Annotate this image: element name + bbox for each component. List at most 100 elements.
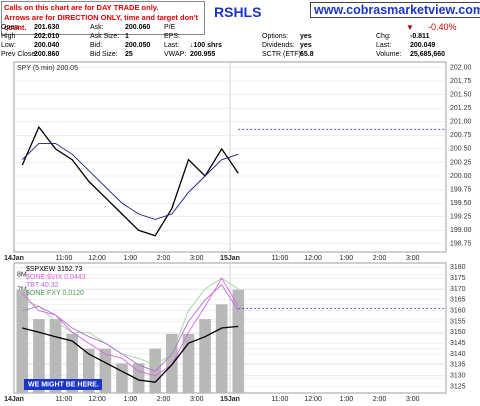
change-pct: -0.40%	[428, 22, 457, 32]
y-tick-label: 3165	[450, 297, 466, 304]
y-tick-label: 3180	[450, 264, 466, 271]
quote-label: Open:	[1, 24, 21, 31]
symbol: RSHLS	[214, 4, 262, 20]
x-tick-label: 3:00	[190, 255, 204, 262]
y-tick-label: 202.00	[450, 64, 472, 71]
quote-label: Chg:	[376, 33, 391, 40]
volume-bar	[66, 333, 78, 393]
y-tick-label: 199.50	[450, 200, 472, 207]
x-tick-label: 1:00	[339, 255, 353, 262]
y-tick-label: 200.50	[450, 146, 472, 153]
quote-label: Last:	[376, 42, 392, 49]
volume-bar	[82, 348, 95, 393]
quote-value: 200.060	[125, 24, 151, 31]
y-tick-label: 3140	[450, 351, 466, 358]
x-tick-label: 12:00	[88, 396, 106, 403]
legend-entry: $ONE:FXY 0.0120	[26, 290, 84, 297]
x-tick-label: 14Jan	[4, 255, 24, 262]
series-line	[22, 284, 239, 372]
volume-bar	[116, 363, 128, 393]
x-tick-label: 3:00	[406, 255, 420, 262]
volume-bar	[182, 333, 195, 393]
x-tick-label: 2:00	[157, 255, 171, 262]
y-tick-label: 8M	[17, 272, 27, 279]
y-tick-label: 200.25	[450, 159, 472, 166]
y-tick-label: 201.50	[450, 91, 472, 98]
y-tick-label: 3160	[450, 308, 466, 315]
x-tick-label: 1:00	[123, 396, 137, 403]
header: Calls on this chart are for DAY TRADE on…	[0, 0, 480, 60]
quote-label: Bid:	[90, 42, 103, 49]
down-arrow: ▼	[406, 23, 414, 32]
x-tick-label: 12:00	[304, 255, 322, 262]
y-tick-label: 201.25	[450, 105, 472, 112]
x-tick-label: 1:00	[339, 396, 353, 403]
quote-label: VWAP:	[164, 51, 187, 58]
quote-label: Dividends:	[262, 42, 295, 49]
quote-value: -0.811	[410, 33, 430, 40]
note: Calls on this chart are for DAY TRADE on…	[4, 3, 159, 12]
y-tick-label: 201.00	[450, 119, 472, 126]
y-tick-label: 3130	[450, 373, 466, 380]
quote-value: yes	[300, 33, 312, 40]
x-tick-label: 2:00	[373, 255, 387, 262]
x-tick-label: 12:00	[304, 396, 322, 403]
quote-value: 25	[125, 51, 133, 58]
series-line	[21, 125, 239, 237]
quote-label: Low:	[1, 42, 16, 49]
annotation: WE MIGHT BE HERE.	[28, 381, 99, 388]
annotation-box	[24, 379, 102, 390]
quote-label: Ask:	[90, 24, 104, 31]
series-line	[21, 277, 239, 377]
quote-value: ↓100 shrs	[190, 42, 222, 49]
legend-entry: TBT 40.32	[26, 282, 59, 289]
quote-value: 201.630	[34, 24, 60, 31]
volume-bar	[232, 289, 245, 393]
y-tick-label: 199.00	[450, 227, 472, 234]
x-tick-label: 15Jan	[220, 255, 240, 262]
volume-bar	[99, 348, 112, 393]
series-line	[22, 325, 239, 383]
y-tick-label: 201.75	[450, 78, 472, 85]
volume-bar	[16, 289, 29, 393]
quote-label: P/E	[164, 24, 176, 31]
x-tick-label: 11:00	[55, 255, 72, 262]
quote-value: 202.010	[34, 33, 60, 40]
series-line	[21, 142, 239, 220]
x-tick-label: 15Jan	[220, 396, 240, 403]
x-tick-label: 3:00	[190, 396, 204, 403]
x-tick-label: 11:00	[271, 396, 288, 403]
legend-entry: $ONE:$VIX 0.0443	[26, 274, 86, 281]
x-tick-label: 2:00	[157, 396, 171, 403]
chart-title: SPY (5 min) 200.05	[17, 65, 78, 72]
y-tick-label: 199.75	[450, 186, 472, 193]
quote-value: 200.860	[34, 51, 60, 58]
x-tick-label: 3:00	[406, 396, 420, 403]
url[interactable]: www.cobrasmarketview.com	[310, 2, 480, 18]
quote-label: Last:	[164, 42, 180, 49]
volume-bar	[49, 319, 62, 393]
quote-label: EPS:	[164, 33, 180, 40]
y-tick-label: 200.00	[450, 173, 472, 180]
volume-bar	[199, 319, 211, 393]
x-tick-label: 14Jan	[4, 396, 24, 403]
quote-label: Prev Close:	[1, 51, 38, 58]
quote-value: 1	[125, 33, 129, 40]
y-tick-label: 199.25	[450, 214, 472, 221]
quote-label: Options:	[262, 33, 289, 40]
quote-value: yes	[300, 42, 312, 49]
x-tick-label: 12:00	[88, 255, 106, 262]
quote-value: 200.050	[125, 42, 151, 49]
y-tick-label: 3150	[450, 329, 466, 336]
volume-bar	[166, 333, 178, 393]
y-tick-label: 200.75	[450, 132, 472, 139]
y-tick-label: 198.75	[450, 241, 472, 248]
quote-value: 200.955	[190, 51, 216, 58]
volume-bar	[215, 304, 228, 393]
quote-value: 65.8	[300, 51, 314, 58]
quote-value: 200.049	[410, 42, 436, 49]
note: Arrows are for DIRECTION ONLY, time and …	[4, 13, 199, 32]
series-line	[22, 277, 239, 366]
